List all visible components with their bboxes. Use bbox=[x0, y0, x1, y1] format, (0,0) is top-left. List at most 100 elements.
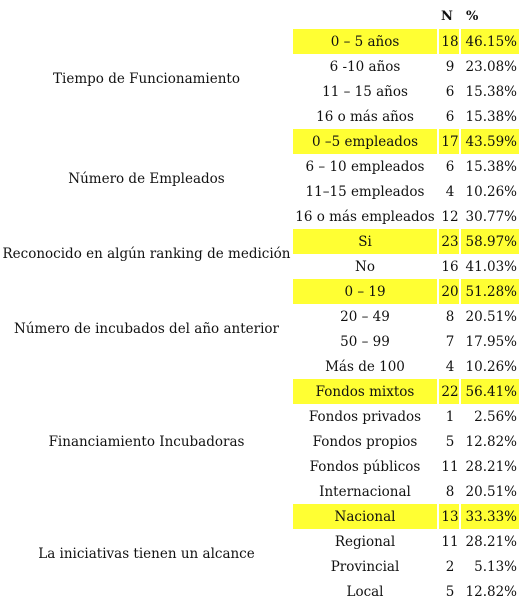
table-header-row: N % bbox=[2, 4, 519, 29]
table-row: Fondos públicos 11 28.21% bbox=[2, 454, 519, 479]
option-label: 6 -10 años bbox=[329, 58, 401, 75]
option-label: 11–15 empleados bbox=[305, 183, 425, 200]
category-label: Número de Empleados bbox=[68, 171, 225, 187]
option-label: Fondos privados bbox=[308, 408, 422, 425]
count-value: 1 bbox=[445, 408, 455, 425]
count-value: 2 bbox=[445, 558, 455, 575]
percent-value: 15.38% bbox=[465, 108, 517, 125]
percent-value: 20.51% bbox=[465, 308, 517, 325]
option-label: Internacional bbox=[319, 483, 411, 500]
option-label: 50 – 99 bbox=[340, 333, 390, 350]
option-label: 0 –5 empleados bbox=[293, 129, 437, 154]
percent-value: 10.26% bbox=[465, 183, 517, 200]
option-label: 16 o más empleados bbox=[295, 208, 435, 225]
percent-value: 43.59% bbox=[461, 129, 519, 154]
option-label: Provincial bbox=[330, 558, 400, 575]
table-row: Regional 11 28.21% bbox=[2, 529, 519, 554]
percent-value: 41.03% bbox=[465, 258, 517, 275]
count-value: 11 bbox=[441, 458, 459, 475]
count-value: 5 bbox=[445, 433, 455, 450]
percent-value: 46.15% bbox=[461, 29, 519, 54]
option-label: 0 – 19 bbox=[293, 279, 437, 304]
table-row: 11–15 empleados 4 10.26% bbox=[2, 179, 519, 204]
table-row: Internacional 8 20.51% bbox=[2, 479, 519, 504]
option-label: Regional bbox=[334, 533, 396, 550]
table-row: Número de incubados del año anterior 0 – … bbox=[2, 279, 519, 337]
count-value: 12 bbox=[441, 208, 459, 225]
category-label: Tiempo de Funcionamiento bbox=[53, 71, 240, 87]
option-label: Nacional bbox=[293, 504, 437, 529]
count-value: 6 bbox=[445, 83, 455, 100]
percent-value: 28.21% bbox=[465, 533, 517, 550]
count-value: 6 bbox=[445, 158, 455, 175]
percent-value: 17.95% bbox=[465, 333, 517, 350]
percent-value: 5.13% bbox=[474, 558, 517, 575]
option-label: Fondos públicos bbox=[309, 458, 421, 475]
table-row: No 16 41.03% bbox=[2, 254, 519, 279]
table-row: Fondos privados 1 2.56% bbox=[2, 404, 519, 429]
percent-value: 51.28% bbox=[461, 279, 519, 304]
option-label: Fondos propios bbox=[312, 433, 418, 450]
header-percent: % bbox=[466, 9, 479, 24]
count-value: 4 bbox=[445, 183, 455, 200]
count-value: 20 bbox=[439, 279, 459, 304]
count-value: 23 bbox=[439, 229, 459, 254]
results-table: N % Tiempo de Funcionamiento 0 – 5 años 18… bbox=[0, 4, 521, 604]
table-row: 50 – 99 7 17.95% bbox=[2, 329, 519, 354]
option-label: Local bbox=[346, 583, 384, 600]
percent-value: 58.97% bbox=[461, 229, 519, 254]
percent-value: 30.77% bbox=[465, 208, 517, 225]
percent-value: 28.21% bbox=[465, 458, 517, 475]
table-row: Reconocido en algún ranking de medición S… bbox=[2, 229, 519, 262]
count-value: 8 bbox=[445, 308, 455, 325]
count-value: 11 bbox=[441, 533, 459, 550]
table-row: 16 o más empleados 12 30.77% bbox=[2, 204, 519, 229]
count-value: 6 bbox=[445, 108, 455, 125]
option-label: No bbox=[355, 258, 375, 275]
table-row: Provincial 2 5.13% bbox=[2, 554, 519, 579]
option-label: Si bbox=[293, 229, 437, 254]
count-value: 16 bbox=[441, 258, 459, 275]
count-value: 17 bbox=[439, 129, 459, 154]
option-label: 16 o más años bbox=[316, 108, 414, 125]
table-row: Número de Empleados 0 –5 empleados 17 43.59… bbox=[2, 129, 519, 187]
header-n: N bbox=[441, 9, 453, 24]
percent-value: 10.26% bbox=[465, 358, 517, 375]
percent-value: 15.38% bbox=[465, 158, 517, 175]
percent-value: 12.82% bbox=[465, 583, 517, 600]
percent-value: 23.08% bbox=[465, 58, 517, 75]
table-row: Fondos propios 5 12.82% bbox=[2, 429, 519, 454]
percent-value: 15.38% bbox=[465, 83, 517, 100]
table-row: La iniciativas tienen un alcance Nacional… bbox=[2, 504, 519, 562]
option-label: 11 – 15 años bbox=[322, 83, 408, 100]
count-value: 18 bbox=[439, 29, 459, 54]
table-row: Tiempo de Funcionamiento 0 – 5 años 18 46.1… bbox=[2, 29, 519, 87]
table-row: Local 5 12.82% bbox=[2, 579, 519, 604]
count-value: 8 bbox=[445, 483, 455, 500]
option-label: 20 – 49 bbox=[340, 308, 390, 325]
header-option-spacer bbox=[293, 4, 437, 29]
percent-value: 33.33% bbox=[461, 504, 519, 529]
percent-value: 56.41% bbox=[461, 379, 519, 404]
table-row: Más de 100 4 10.26% bbox=[2, 354, 519, 379]
count-value: 7 bbox=[445, 333, 455, 350]
category-label: Reconocido en algún ranking de medición bbox=[2, 246, 291, 262]
percent-value: 2.56% bbox=[474, 408, 517, 425]
table-row: 16 o más años 6 15.38% bbox=[2, 104, 519, 129]
percent-value: 12.82% bbox=[465, 433, 517, 450]
count-value: 4 bbox=[445, 358, 455, 375]
count-value: 9 bbox=[445, 58, 455, 75]
option-label: Más de 100 bbox=[325, 358, 405, 375]
table-row: 6 -10 años 9 23.08% bbox=[2, 54, 519, 79]
category-label: Número de incubados del año anterior bbox=[14, 321, 279, 337]
percent-value: 20.51% bbox=[465, 483, 517, 500]
table-body: Tiempo de Funcionamiento 0 – 5 años 18 46.1… bbox=[2, 29, 519, 604]
table-row: 6 – 10 empleados 6 15.38% bbox=[2, 154, 519, 179]
category-label: Financiamiento Incubadoras bbox=[48, 433, 245, 450]
option-label: Fondos mixtos bbox=[293, 379, 437, 404]
option-label: 0 – 5 años bbox=[293, 29, 437, 54]
header-category-spacer bbox=[2, 4, 291, 29]
category-label: La iniciativas tienen un alcance bbox=[38, 546, 255, 562]
option-label: 6 – 10 empleados bbox=[305, 158, 425, 175]
table-row: 20 – 49 8 20.51% bbox=[2, 304, 519, 329]
